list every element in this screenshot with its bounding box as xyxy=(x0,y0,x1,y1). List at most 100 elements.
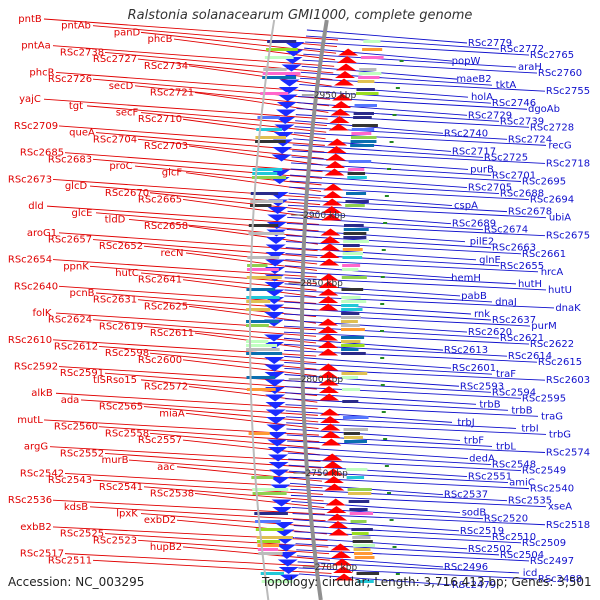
right-gene-label: trbG xyxy=(549,429,571,440)
outer-ring-line xyxy=(249,19,276,600)
left-leader-line xyxy=(188,145,324,166)
left-gene-label: RSc2543 xyxy=(48,475,92,486)
right-leader-line xyxy=(303,53,517,68)
left-gene-label: RSc2523 xyxy=(93,535,137,546)
forward-gene-arrow xyxy=(265,394,286,402)
right-leader-line xyxy=(287,446,469,459)
outer-feature-bar xyxy=(255,140,286,143)
kbp-tick-label: 2750 kbp xyxy=(305,469,348,479)
right-gene-label: hemH xyxy=(451,273,481,284)
right-gene-label: RSc2502 xyxy=(468,544,512,555)
left-gene-label: proC xyxy=(109,161,132,172)
right-leader-line xyxy=(305,35,500,50)
right-leader-line xyxy=(294,537,468,550)
outer-feature-bar xyxy=(246,340,269,343)
left-gene-label: RSc2657 xyxy=(48,235,92,246)
right-gene-label: RSc2549 xyxy=(522,466,566,477)
right-gene-label: RSc2725 xyxy=(484,152,528,163)
left-leader-line xyxy=(188,65,332,87)
outer-feature-bar xyxy=(252,488,289,491)
forward-gene-arrow xyxy=(283,49,304,57)
left-leader-line xyxy=(92,559,332,574)
left-gene-label: RSc2721 xyxy=(150,88,194,99)
right-gene-label: RSc2537 xyxy=(444,490,488,501)
right-gene-label: RSc2695 xyxy=(522,177,566,188)
forward-gene-arrow xyxy=(265,252,286,259)
right-gene-label: dnaK xyxy=(555,303,581,314)
green-marker xyxy=(380,357,385,359)
inner-feature-bar xyxy=(352,124,378,127)
right-leader-line xyxy=(296,555,444,568)
left-gene-label: RSc2631 xyxy=(93,295,137,306)
green-marker xyxy=(380,384,385,386)
right-leader-line xyxy=(298,89,492,104)
reverse-gene-arrow xyxy=(324,168,345,176)
reverse-gene-arrow xyxy=(320,228,341,236)
kbp-tick-label: 2950 kbp xyxy=(314,91,357,101)
inner-feature-bar xyxy=(356,572,380,575)
left-leader-line xyxy=(143,486,324,502)
inner-feature-bar xyxy=(341,316,361,319)
left-gene-label: yajC xyxy=(19,94,41,105)
forward-gene-arrow xyxy=(267,447,288,454)
right-gene-label: popW xyxy=(452,56,481,67)
outer-feature-bar xyxy=(258,552,283,555)
outer-feature-bar xyxy=(257,548,278,551)
outer-feature-bar xyxy=(267,40,297,43)
forward-gene-arrow xyxy=(271,154,292,162)
right-leader-line xyxy=(305,41,530,56)
right-leader-line xyxy=(290,494,547,508)
inner-feature-bar xyxy=(341,376,359,379)
forward-gene-arrow xyxy=(264,304,285,312)
left-leader-line xyxy=(104,51,334,74)
left-gene-label: glcE xyxy=(72,208,93,219)
outer-feature-bar xyxy=(247,256,280,259)
right-leader-line xyxy=(306,29,468,44)
inner-feature-bar xyxy=(351,128,375,131)
outer-feature-bar xyxy=(249,204,272,207)
inner-feature-bar xyxy=(341,296,361,299)
reverse-gene-arrow xyxy=(334,573,355,581)
left-gene-label: dld xyxy=(28,201,43,212)
kbp-tick-label: 2850 kbp xyxy=(300,279,343,289)
left-gene-label: RSc2710 xyxy=(138,114,182,125)
reverse-gene-arrow xyxy=(322,198,343,206)
inner-feature-bar xyxy=(346,468,368,471)
right-leader-line xyxy=(285,253,500,267)
outer-feature-bar xyxy=(261,580,293,583)
inner-feature-bar xyxy=(344,440,368,443)
right-gene-label: RSc2655 xyxy=(500,261,544,272)
forward-gene-arrow xyxy=(281,64,302,72)
green-marker xyxy=(389,141,394,143)
outer-feature-bar xyxy=(246,276,282,279)
outer-feature-bar xyxy=(264,56,294,59)
outer-feature-bar xyxy=(246,388,276,391)
inner-feature-bar xyxy=(342,244,360,247)
inner-feature-bar xyxy=(363,40,381,43)
left-leader-line xyxy=(143,325,317,344)
right-leader-line xyxy=(284,380,492,393)
inner-feature-bar xyxy=(343,432,360,435)
right-gene-label: RSc2739 xyxy=(500,116,544,127)
right-gene-label: RSc2601 xyxy=(452,363,496,374)
reverse-gene-arrow xyxy=(318,363,339,371)
inner-feature-bar xyxy=(357,80,375,83)
feature-bars xyxy=(246,40,404,583)
left-gene-label: RSc2726 xyxy=(48,74,92,85)
right-leader-line xyxy=(299,83,469,98)
right-leader-line xyxy=(292,144,484,158)
inner-feature-bar xyxy=(358,76,380,79)
right-gene-label: dedA xyxy=(469,454,495,465)
right-gene-label: RSc2717 xyxy=(452,146,496,157)
reverse-gene-arrow xyxy=(318,288,339,296)
reverse-strand-genes xyxy=(318,48,359,581)
left-gene-label: RSc2541 xyxy=(99,482,143,493)
outer-feature-bar xyxy=(247,264,268,267)
reverse-gene-arrow xyxy=(322,191,343,198)
right-gene-label: RSc2620 xyxy=(468,327,512,338)
right-gene-label: RSc2694 xyxy=(530,195,574,206)
left-gene-label: RSc2734 xyxy=(144,61,188,72)
left-gene-label: RSc2557 xyxy=(138,435,182,446)
left-leader-line xyxy=(92,319,317,337)
right-leader-line xyxy=(287,452,492,465)
